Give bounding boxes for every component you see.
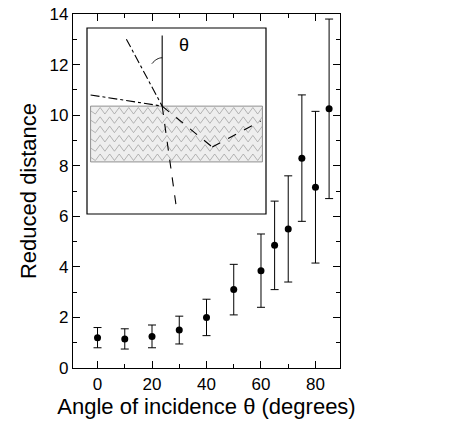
- svg-text:80: 80: [306, 375, 325, 394]
- svg-text:6: 6: [59, 207, 68, 226]
- svg-text:4: 4: [59, 258, 68, 277]
- svg-text:Angle of incidence θ (degrees): Angle of incidence θ (degrees): [57, 394, 355, 419]
- svg-text:0: 0: [59, 359, 68, 378]
- svg-text:θ: θ: [179, 35, 189, 55]
- svg-text:Reduced distance: Reduced distance: [16, 103, 41, 279]
- svg-text:14: 14: [50, 5, 69, 24]
- svg-text:2: 2: [59, 308, 68, 327]
- svg-text:60: 60: [252, 375, 271, 394]
- svg-text:20: 20: [143, 375, 162, 394]
- svg-text:12: 12: [50, 56, 69, 75]
- svg-text:0: 0: [93, 375, 102, 394]
- svg-text:8: 8: [59, 157, 68, 176]
- svg-text:40: 40: [197, 375, 216, 394]
- svg-text:10: 10: [50, 106, 69, 125]
